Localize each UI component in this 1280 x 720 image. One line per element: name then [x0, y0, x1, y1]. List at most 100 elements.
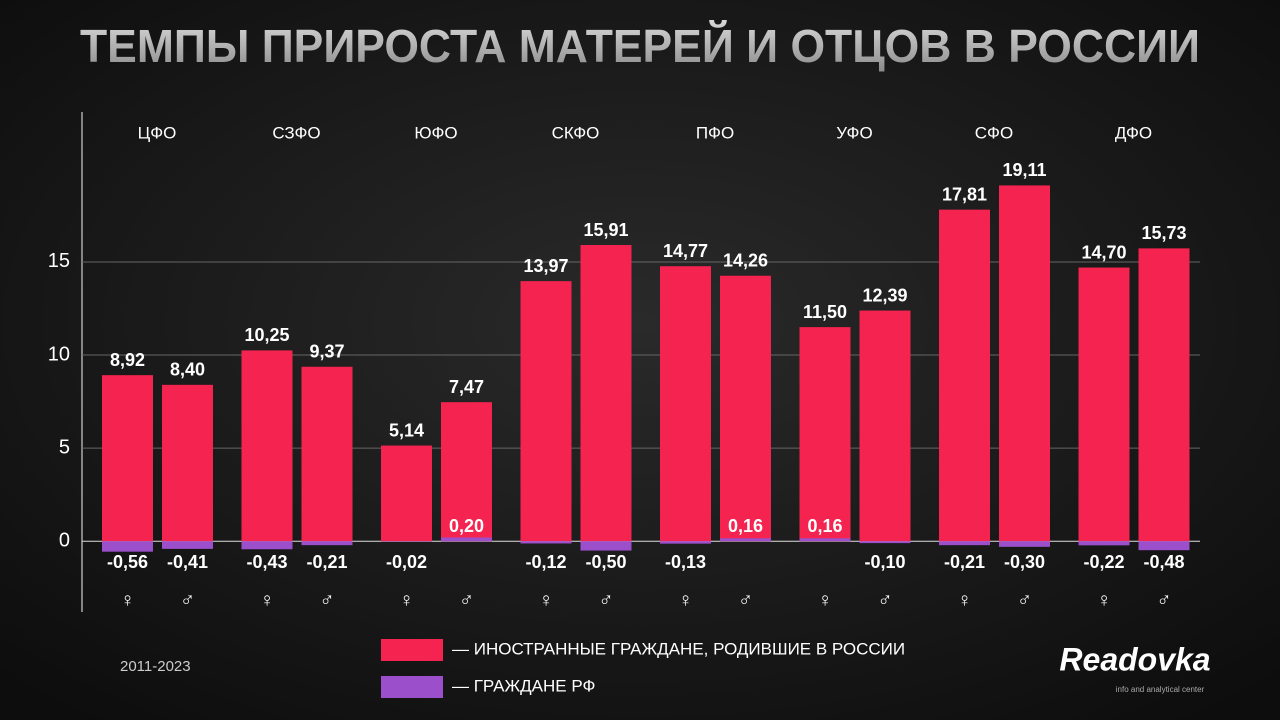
value-label: 9,37	[309, 342, 344, 362]
value-label: -0,50	[585, 552, 626, 572]
value-label: 8,40	[170, 360, 205, 380]
bar	[520, 281, 572, 542]
value-label: -0,41	[167, 552, 208, 572]
group-label: ЦФО	[138, 123, 177, 142]
bar	[301, 366, 353, 542]
value-label: 0,16	[728, 516, 763, 536]
legend-swatch	[381, 639, 443, 661]
logo: Readovka	[1059, 641, 1210, 677]
bar	[580, 541, 632, 551]
x-tick-label: ♀	[1097, 589, 1112, 611]
x-tick-label: ♀	[260, 589, 275, 611]
x-tick-label: ♂	[459, 589, 474, 611]
value-label: 19,11	[1002, 160, 1046, 180]
bar	[1078, 267, 1130, 542]
group-label: СФО	[975, 123, 1013, 142]
bar	[999, 541, 1050, 547]
group-label: ЮФО	[414, 123, 457, 142]
value-label: 7,47	[449, 377, 484, 397]
legend-label: — ГРАЖДАНЕ РФ	[452, 676, 595, 695]
bar	[162, 384, 213, 542]
bar	[520, 541, 572, 544]
x-tick-label: ♀	[120, 589, 135, 611]
value-label: 14,77	[663, 241, 708, 261]
x-tick-label: ♂	[599, 589, 614, 611]
bar	[441, 402, 492, 542]
value-label: -0,02	[386, 552, 427, 572]
value-label: 15,73	[1141, 223, 1186, 243]
value-label: 8,92	[110, 350, 145, 370]
bar	[241, 541, 293, 550]
bar	[939, 541, 990, 546]
bar	[999, 185, 1050, 542]
value-label: -0,22	[1083, 552, 1124, 572]
value-label: -0,43	[246, 552, 287, 572]
value-label: 5,14	[389, 420, 424, 440]
group-label: ПФО	[696, 123, 734, 142]
bar	[241, 350, 293, 542]
value-label: -0,13	[665, 552, 706, 572]
bar	[720, 275, 771, 542]
footnote: 2011-2023	[120, 658, 191, 675]
y-tick-label: 0	[59, 530, 70, 552]
value-label: -0,21	[306, 552, 347, 572]
value-label: 17,81	[942, 184, 987, 204]
legend-swatch	[381, 676, 443, 698]
bar	[799, 538, 851, 542]
bar	[381, 445, 432, 542]
chart-title: ТЕМПЫ ПРИРОСТА МАТЕРЕЙ И ОТЦОВ В РОССИИ	[80, 20, 1200, 72]
value-label: 14,70	[1081, 242, 1126, 262]
bar	[102, 375, 153, 542]
x-tick-label: ♀	[399, 589, 414, 611]
x-tick-label: ♂	[180, 589, 195, 611]
group-label: СКФО	[552, 123, 600, 142]
value-label: -0,56	[107, 552, 148, 572]
x-tick-label: ♂	[1017, 589, 1032, 611]
bar	[301, 541, 353, 546]
bar	[580, 245, 632, 542]
value-label: 0,20	[449, 516, 484, 536]
value-label: 10,25	[244, 325, 289, 345]
value-label: -0,21	[944, 552, 985, 572]
bar	[441, 537, 492, 542]
value-label: -0,12	[525, 552, 566, 572]
value-label: 12,39	[862, 285, 907, 305]
bar	[799, 327, 851, 542]
y-tick-label: 5	[59, 436, 70, 458]
group-label: УФО	[836, 123, 872, 142]
bar	[1138, 248, 1190, 542]
value-label: -0,10	[864, 552, 905, 572]
x-tick-label: ♂	[1157, 589, 1172, 611]
value-label: 15,91	[583, 220, 628, 240]
y-tick-label: 10	[48, 343, 70, 365]
x-tick-label: ♀	[539, 589, 554, 611]
value-label: 0,16	[807, 516, 842, 536]
bar	[939, 209, 990, 542]
value-label: -0,30	[1004, 552, 1045, 572]
bar	[1138, 541, 1190, 551]
x-tick-label: ♀	[678, 589, 693, 611]
group-label: ДФО	[1115, 123, 1152, 142]
group-label: СЗФО	[272, 123, 320, 142]
bar	[720, 538, 771, 542]
y-tick-label: 15	[48, 250, 70, 272]
bar	[162, 541, 213, 549]
x-tick-label: ♀	[957, 589, 972, 611]
bar	[660, 266, 711, 542]
bar	[102, 541, 153, 552]
x-tick-label: ♂	[320, 589, 335, 611]
bar	[660, 541, 711, 544]
bar	[1078, 541, 1130, 546]
value-label: -0,48	[1143, 552, 1184, 572]
value-label: 11,50	[803, 302, 847, 322]
value-label: 13,97	[523, 256, 568, 276]
bar	[859, 541, 911, 544]
bar	[859, 310, 911, 542]
x-tick-label: ♂	[738, 589, 753, 611]
x-tick-label: ♂	[878, 589, 893, 611]
logo-subtitle: info and analytical center	[1116, 685, 1205, 694]
value-label: 14,26	[723, 250, 768, 270]
x-tick-label: ♀	[818, 589, 833, 611]
